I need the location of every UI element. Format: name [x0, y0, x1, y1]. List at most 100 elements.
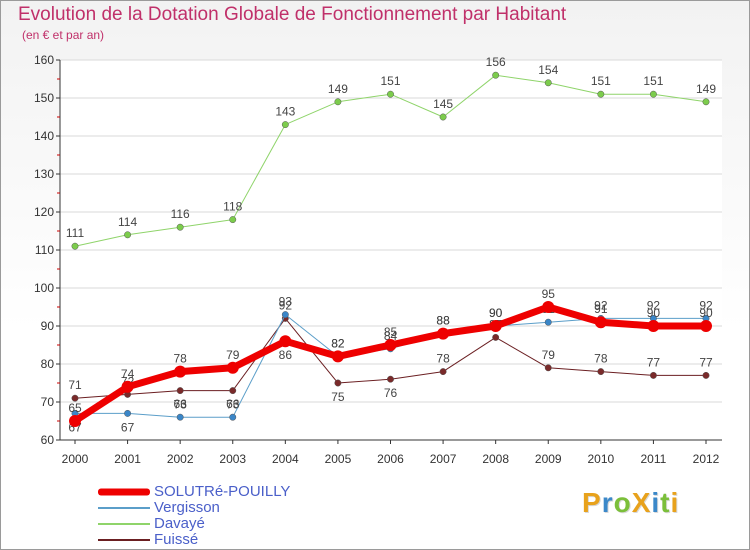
data-point-davay- — [71, 242, 79, 250]
x-tick-label: 2005 — [325, 452, 352, 466]
y-tick-label: 70 — [41, 395, 55, 409]
data-point-solutr-pouilly — [647, 320, 660, 332]
legend-swatch — [98, 523, 150, 525]
data-point-fuiss- — [597, 368, 605, 376]
x-tick-label: 2011 — [641, 452, 667, 466]
data-point-solutr-pouilly — [700, 320, 712, 332]
data-label-vergisson: 92 — [699, 298, 713, 312]
data-point-davay- — [229, 216, 237, 224]
x-tick-label: 2009 — [535, 452, 562, 466]
data-point-fuiss- — [71, 394, 79, 402]
data-point-solutr-pouilly — [384, 339, 397, 351]
data-label-fuiss-: 78 — [436, 352, 450, 366]
data-label-fuiss-: 78 — [594, 352, 608, 366]
data-label-davay-: 114 — [118, 215, 137, 229]
data-label-vergisson: 84 — [384, 329, 398, 343]
x-tick-label: 2012 — [693, 452, 720, 466]
y-tick-label: 110 — [35, 243, 54, 257]
legend-swatch — [98, 539, 150, 541]
data-label-solutr-pouilly: 65 — [68, 401, 82, 415]
data-label-davay-: 151 — [643, 74, 663, 88]
data-label-solutr-pouilly: 86 — [279, 348, 293, 362]
y-tick-label: 160 — [34, 53, 54, 67]
data-point-solutr-pouilly — [69, 415, 81, 427]
data-point-vergisson — [281, 311, 289, 319]
data-point-solutr-pouilly — [437, 327, 450, 340]
data-point-fuiss- — [334, 379, 342, 387]
data-point-fuiss- — [492, 333, 500, 341]
data-point-davay- — [597, 90, 605, 98]
data-label-fuiss-: 79 — [542, 348, 556, 362]
data-point-davay- — [492, 71, 500, 79]
data-label-solutr-pouilly: 90 — [699, 306, 713, 320]
data-label-davay-: 149 — [328, 82, 348, 96]
data-label-vergisson: 67 — [121, 420, 135, 434]
x-tick-label: 2008 — [482, 452, 509, 466]
data-label-davay-: 143 — [275, 105, 295, 119]
y-tick-label: 90 — [41, 319, 55, 333]
data-point-vergisson — [124, 409, 132, 417]
data-point-solutr-pouilly — [331, 350, 344, 363]
data-label-solutr-pouilly: 90 — [489, 306, 503, 320]
data-point-davay- — [544, 79, 552, 87]
data-point-vergisson — [176, 413, 184, 421]
data-label-fuiss-: 77 — [647, 355, 661, 369]
data-label-vergisson: 88 — [436, 314, 450, 328]
logo-letter: i — [651, 487, 661, 518]
data-label-davay-: 154 — [538, 63, 558, 77]
data-point-davay- — [281, 121, 289, 129]
data-label-fuiss-: 92 — [279, 298, 293, 312]
logo-letter: P — [582, 487, 602, 518]
data-label-fuiss-: 75 — [331, 390, 345, 404]
data-label-davay-: 111 — [66, 226, 85, 240]
data-point-davay- — [334, 98, 342, 106]
data-point-fuiss- — [387, 375, 394, 383]
data-label-solutr-pouilly: 74 — [121, 367, 135, 381]
data-label-vergisson: 66 — [173, 397, 187, 411]
data-point-davay- — [124, 231, 132, 239]
data-label-vergisson: 82 — [331, 336, 345, 350]
chart-title: Evolution de la Dotation Globale de Fonc… — [18, 4, 567, 25]
data-label-vergisson: 66 — [226, 397, 240, 411]
legend-label: SOLUTRé-POUILLY — [154, 483, 291, 500]
logo-letter: o — [613, 487, 632, 518]
x-tick-label: 2003 — [219, 452, 246, 466]
data-point-solutr-pouilly — [489, 320, 502, 332]
data-label-davay-: 151 — [591, 74, 611, 88]
data-label-solutr-pouilly: 95 — [542, 287, 556, 301]
data-point-davay- — [439, 113, 447, 121]
proxiti-logo: ProXiti — [582, 487, 679, 519]
data-label-solutr-pouilly: 85 — [384, 325, 398, 339]
data-point-davay- — [702, 98, 710, 106]
logo-letter: r — [601, 487, 614, 518]
data-label-davay-: 145 — [433, 97, 453, 111]
data-point-solutr-pouilly — [226, 361, 239, 374]
y-tick-label: 100 — [34, 281, 54, 295]
data-label-vergisson: 92 — [594, 298, 608, 312]
data-point-davay- — [649, 90, 657, 98]
x-tick-label: 2006 — [377, 452, 404, 466]
y-tick-label: 150 — [34, 91, 54, 105]
legend-label: Davayé — [154, 515, 205, 532]
data-label-vergisson: 90 — [489, 306, 503, 320]
data-label-fuiss-: 77 — [699, 355, 713, 369]
legend-label: Fuissé — [154, 531, 199, 548]
x-tick-label: 2010 — [587, 452, 614, 466]
data-label-solutr-pouilly: 88 — [436, 314, 450, 328]
logo-letter: t — [660, 487, 671, 518]
logo-letter: X — [631, 487, 652, 518]
data-label-solutr-pouilly: 90 — [647, 306, 661, 320]
legend-swatch — [98, 507, 150, 509]
data-point-vergisson — [544, 318, 552, 326]
data-label-solutr-pouilly: 79 — [226, 348, 240, 362]
data-label-fuiss-: 71 — [68, 378, 82, 392]
data-label-solutr-pouilly: 91 — [594, 302, 608, 316]
data-label-davay-: 116 — [171, 207, 190, 221]
data-label-solutr-pouilly: 82 — [331, 336, 345, 350]
data-label-davay-: 149 — [696, 82, 716, 96]
x-tick-label: 2002 — [167, 452, 194, 466]
data-label-vergisson: 92 — [647, 298, 661, 312]
legend-label: Vergisson — [154, 499, 220, 516]
data-label-vergisson: 93 — [279, 295, 293, 309]
